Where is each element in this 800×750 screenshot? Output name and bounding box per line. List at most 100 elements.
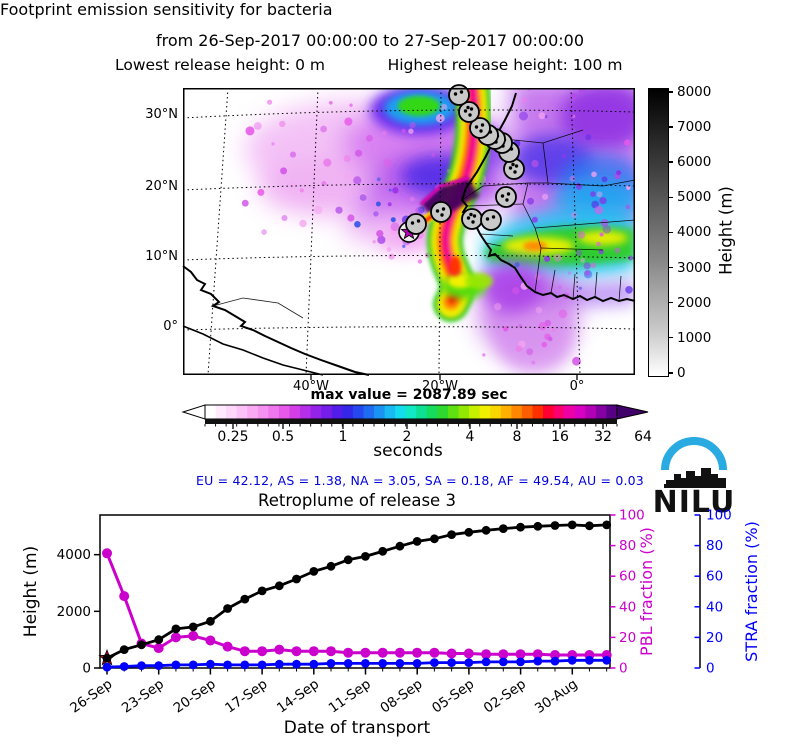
noise-speckle: [323, 158, 332, 167]
retroplume-date-label: 02-Sep: [481, 676, 529, 716]
noise-speckle: [257, 188, 265, 196]
trajectory-marker: [461, 208, 483, 230]
noise-speckle: [409, 196, 415, 202]
retroplume-plot-frame: [99, 514, 611, 669]
trajectory-marker: [405, 213, 427, 235]
noise-speckle: [354, 221, 361, 228]
seconds-tick-label: 2: [402, 429, 412, 445]
lat-tick-label: 20°N: [145, 179, 178, 194]
height-colorbar-tick-label: 8000: [677, 84, 712, 100]
noise-speckle: [535, 306, 543, 314]
trajectory-marker: [448, 84, 470, 106]
trajectory-marker: [430, 201, 452, 223]
noise-speckle: [547, 336, 553, 342]
noise-speckle: [624, 139, 631, 146]
noise-speckle: [531, 360, 536, 365]
noise-speckle: [279, 120, 286, 128]
noise-speckle: [280, 167, 288, 175]
retroplume-date-label: 08-Sep: [377, 676, 425, 716]
noise-speckle: [344, 173, 350, 179]
height-colorbar-tick: [668, 196, 673, 199]
noise-speckle: [572, 356, 581, 366]
noise-speckle: [571, 212, 577, 218]
noise-speckle: [578, 88, 586, 95]
coastlines: [182, 92, 636, 376]
pbl-axis-label: PBL fraction (%): [637, 527, 656, 656]
height-colorbar-tick: [668, 161, 673, 163]
noise-speckle: [299, 188, 304, 193]
noise-speckle: [415, 206, 424, 215]
noise-speckle: [241, 199, 249, 207]
noise-speckle: [289, 151, 297, 158]
noise-speckle: [383, 158, 392, 167]
noise-speckle: [344, 117, 353, 126]
lowest-release-height: Lowest release height: 0 m: [114, 56, 326, 74]
noise-speckle: [571, 114, 576, 118]
noise-speckle: [355, 149, 363, 157]
noise-speckle: [335, 206, 343, 214]
noise-speckle: [541, 341, 547, 348]
noise-speckle: [408, 128, 414, 134]
highest-release-height: Highest release height: 100 m: [387, 56, 623, 74]
noise-speckle: [435, 113, 445, 123]
noise-speckle: [417, 259, 423, 264]
retroplume-series-height: [102, 520, 612, 663]
noise-speckle: [482, 353, 486, 357]
lon-tick-label: 20°W: [422, 379, 458, 394]
noise-speckle: [599, 197, 607, 205]
noise-speckle: [402, 244, 406, 248]
noise-speckle: [554, 253, 562, 262]
noise-speckle: [512, 287, 520, 295]
nilu-logo-skyline: [664, 468, 726, 488]
noise-speckle: [392, 187, 399, 194]
retroplume-date-label: 26-Sep: [67, 676, 115, 716]
title-date-range: from 26-Sep-2017 00:00:00 to 27-Sep-2017…: [155, 31, 584, 50]
map-lon-ticks: [310, 375, 578, 380]
seconds-colorbar: 0.25 0.5 1 2 4 8 16 32 64: [180, 402, 655, 448]
retroplume-xlabel: Date of transport: [284, 718, 431, 738]
noise-speckle: [616, 170, 622, 176]
stra-tick-label: 20: [706, 630, 723, 646]
pbl-tick-label: 40: [619, 599, 636, 615]
height-colorbar-tick-label: 2000: [677, 294, 712, 311]
noise-speckle: [514, 262, 520, 268]
noise-speckle: [558, 309, 568, 319]
retroplume-left-tick-label: 2000: [57, 604, 91, 620]
trajectory-marker: [495, 186, 517, 208]
stra-tick-label: 100: [706, 508, 732, 524]
noise-speckle: [596, 241, 601, 247]
trajectory-markers: [398, 84, 525, 243]
noise-speckle: [431, 153, 436, 157]
noise-speckle: [349, 103, 353, 107]
noise-speckle: [376, 230, 384, 238]
noise-speckle: [267, 99, 273, 105]
retroplume-date-label: 30-Aug: [532, 676, 581, 717]
noise-speckle: [596, 191, 603, 198]
noise-speckle: [515, 345, 523, 353]
stra-tick-label: 60: [706, 569, 723, 585]
retroplume-series-stra: [102, 655, 612, 672]
seconds-tick-label: 0.25: [217, 429, 249, 445]
noise-speckle: [377, 235, 386, 244]
height-colorbar-tick: [668, 301, 673, 304]
height-colorbar-tick-label: 6000: [677, 154, 712, 171]
noise-speckle: [329, 101, 333, 105]
noise-speckle: [538, 322, 547, 331]
retroplume-date-label: 14-Sep: [274, 676, 322, 716]
noise-speckle: [591, 171, 597, 178]
height-colorbar-tick-label: 3000: [677, 259, 712, 276]
noise-speckle: [542, 193, 549, 200]
height-colorbar-label: Height (m): [716, 186, 736, 275]
height-colorbar-tick-label: 7000: [677, 119, 712, 136]
height-colorbar-tick: [668, 266, 673, 269]
noise-speckle: [534, 273, 541, 281]
nilu-logo: NILU: [653, 437, 734, 518]
noise-speckle: [388, 253, 395, 260]
noise-speckle: [261, 229, 267, 235]
lon-tick-label: 0°: [569, 379, 585, 394]
noise-speckle: [390, 222, 400, 232]
noise-speckle: [580, 257, 586, 263]
stra-tick-label: 80: [706, 538, 723, 554]
height-colorbar: [648, 88, 669, 377]
